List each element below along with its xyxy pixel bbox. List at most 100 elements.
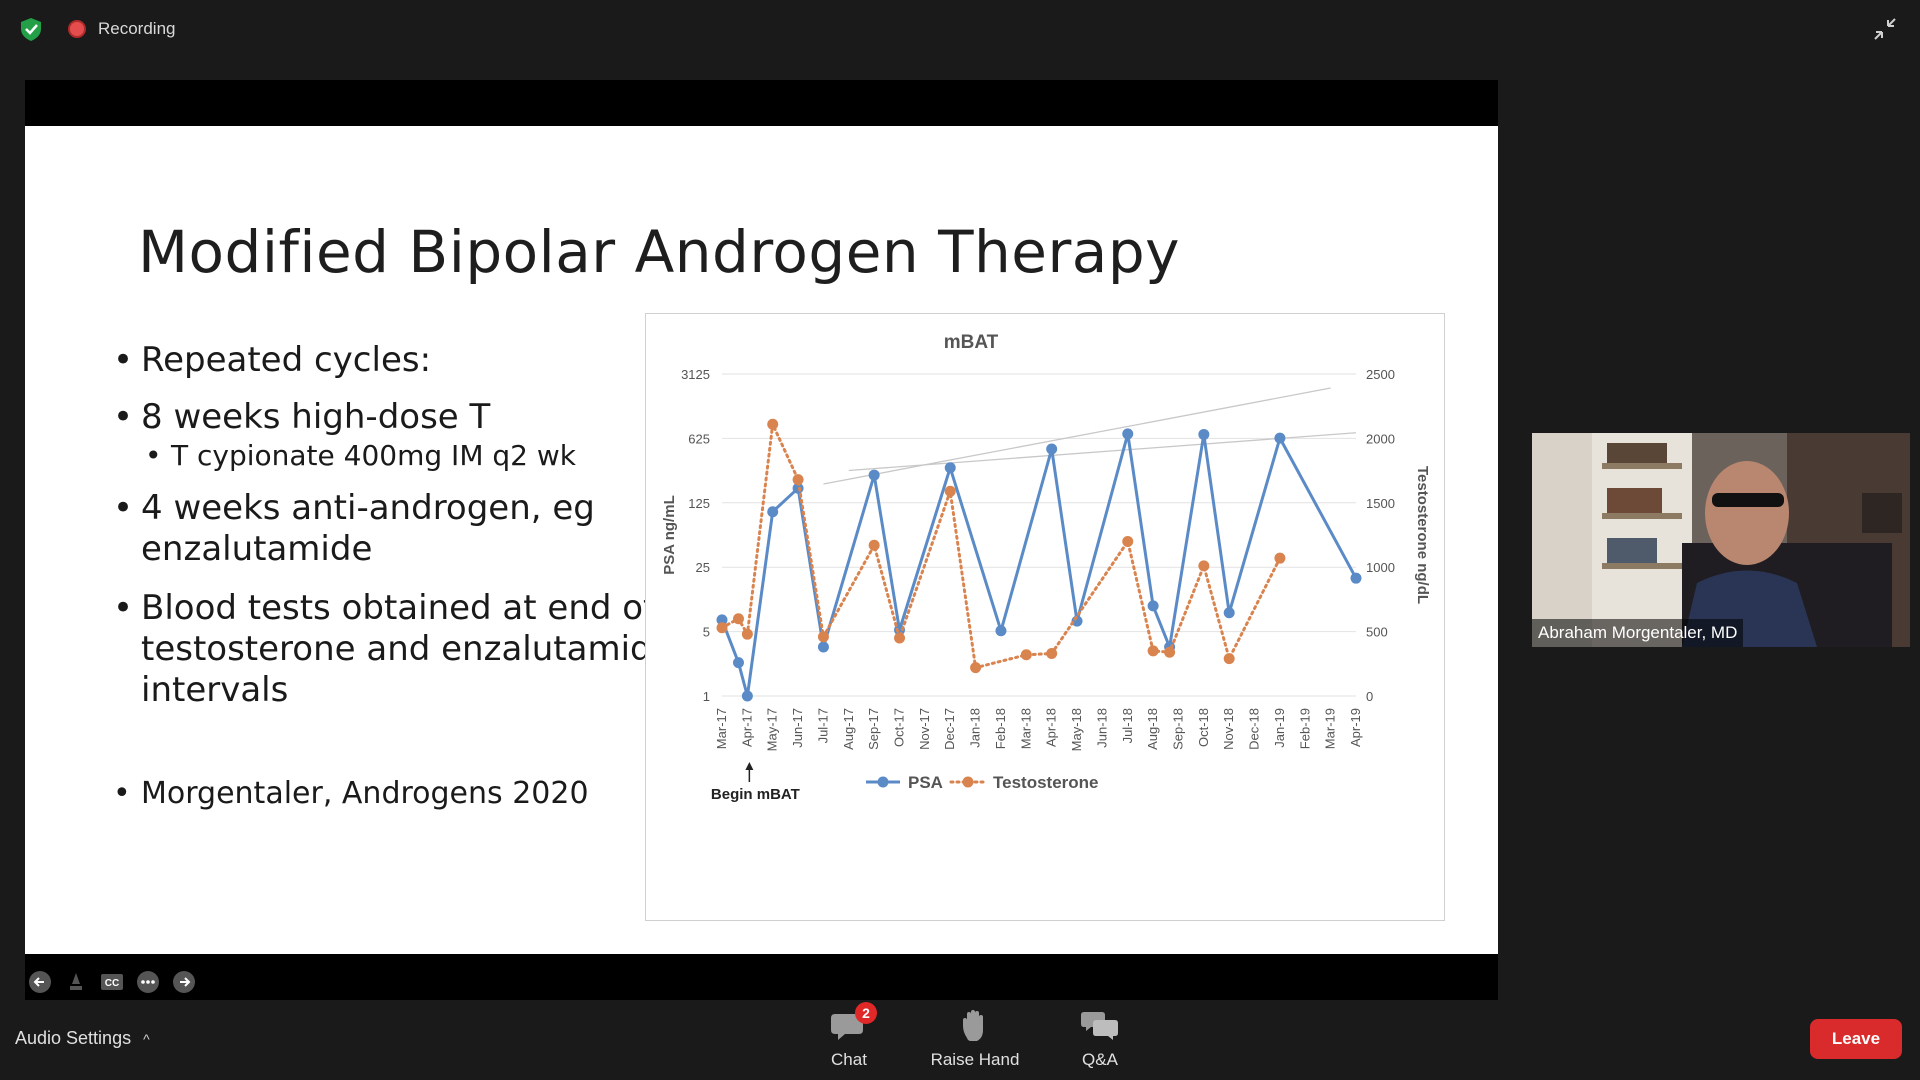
x-tick-label: May-18 — [1069, 708, 1084, 751]
qa-button[interactable]: Q&A — [1050, 1008, 1150, 1078]
y-tick-label: 125 — [688, 496, 710, 511]
bullet-item: 8 weeks high-dose T — [113, 397, 673, 438]
x-tick-label: Feb-19 — [1297, 708, 1312, 749]
data-point-psa — [716, 614, 728, 626]
x-tick-label: Mar-19 — [1323, 708, 1338, 749]
data-point-psa — [1274, 432, 1286, 444]
x-tick-label: Oct-18 — [1196, 708, 1211, 747]
trendline — [823, 387, 1331, 485]
y2-tick-label: 2000 — [1366, 431, 1395, 446]
data-point-psa — [767, 506, 779, 518]
y2-tick-label: 0 — [1366, 689, 1373, 704]
x-tick-label: Nov-17 — [917, 708, 932, 750]
begin-mbat-annotation: Begin mBAT — [711, 786, 800, 803]
x-tick-label: Mar-17 — [714, 708, 729, 749]
data-point-psa — [1198, 428, 1210, 440]
chart-title: mBAT — [944, 332, 999, 353]
x-tick-label: Mar-18 — [1018, 708, 1033, 749]
y2-axis-title: Testosterone ng/dL — [1414, 466, 1431, 604]
x-tick-label: Feb-18 — [993, 708, 1008, 749]
more-options-icon[interactable] — [136, 970, 160, 994]
y2-tick-label: 1500 — [1366, 496, 1395, 511]
legend-marker-psa — [877, 776, 889, 788]
x-tick-label: Jan-18 — [968, 708, 983, 748]
x-tick-label: May-17 — [765, 708, 780, 751]
top-bar: Recording — [0, 0, 1920, 60]
data-point-testosterone — [792, 474, 804, 486]
x-tick-label: Sep-17 — [866, 708, 881, 750]
trendline — [848, 432, 1357, 472]
data-point-testosterone — [944, 485, 956, 497]
x-tick-label: Apr-19 — [1348, 708, 1363, 747]
captions-icon[interactable]: CC — [100, 970, 124, 994]
data-point-testosterone — [1223, 653, 1235, 665]
bullet-item: 4 weeks anti-androgen, eg enzalutamide — [113, 488, 673, 570]
data-point-testosterone — [741, 628, 753, 640]
bullet-list: Repeated cycles: 8 weeks high-dose T T c… — [113, 340, 673, 814]
data-point-psa — [817, 641, 829, 653]
x-tick-label: Jan-19 — [1272, 708, 1287, 748]
x-tick-label: Sep-18 — [1170, 708, 1185, 750]
y2-tick-label: 2500 — [1366, 367, 1395, 382]
y-axis-title: PSA ng/mL — [661, 495, 678, 574]
data-point-psa — [868, 469, 880, 481]
leave-button[interactable]: Leave — [1810, 1019, 1902, 1059]
data-point-testosterone — [1046, 647, 1058, 659]
presentation-slide: Modified Bipolar Androgen Therapy Repeat… — [25, 126, 1498, 993]
participant-video[interactable]: Abraham Morgentaler, MD — [1532, 433, 1910, 647]
x-tick-label: Aug-17 — [841, 708, 856, 750]
data-point-testosterone — [1147, 645, 1159, 657]
recording-indicator-icon — [68, 20, 86, 38]
y-tick-label: 5 — [703, 625, 710, 640]
sub-bullet-item: T cypionate 400mg IM q2 wk — [113, 438, 673, 474]
x-tick-label: Jul-17 — [815, 708, 830, 743]
x-tick-label: Dec-18 — [1247, 708, 1262, 750]
raise-hand-icon — [963, 1010, 983, 1041]
data-point-psa — [944, 462, 956, 474]
raise-hand-label: Raise Hand — [930, 1050, 1020, 1069]
pointer-icon[interactable] — [64, 970, 88, 994]
bullet-item: Repeated cycles: — [113, 340, 673, 381]
series-line-psa — [720, 433, 1358, 697]
y2-tick-label: 1000 — [1366, 560, 1395, 575]
data-point-testosterone — [716, 622, 728, 634]
data-point-testosterone — [1198, 560, 1210, 572]
audio-settings-button[interactable]: Audio Settings ^ — [15, 1028, 150, 1049]
legend-marker-testosterone — [962, 776, 974, 788]
mbat-chart: mBAT 1 5 25 125 625 3125 0 500 1000 1500 2000 2500 PS… — [645, 313, 1445, 921]
data-point-testosterone — [1274, 552, 1286, 564]
data-point-testosterone — [767, 418, 779, 430]
data-point-testosterone — [817, 631, 829, 643]
bullet-item: Blood tests obtained at end of testoster… — [113, 588, 673, 711]
participant-name: Abraham Morgentaler, MD — [1532, 619, 1744, 647]
exit-fullscreen-icon[interactable] — [1872, 16, 1898, 42]
data-point-psa — [1147, 600, 1159, 612]
x-tick-label: Dec-17 — [942, 708, 957, 750]
chat-button[interactable]: 2 Chat — [799, 1002, 899, 1078]
y-tick-label: 3125 — [681, 367, 710, 382]
security-shield-icon[interactable] — [18, 16, 44, 42]
data-point-testosterone — [970, 662, 982, 674]
legend-label-psa: PSA — [908, 773, 943, 792]
x-tick-label: Jun-17 — [790, 708, 805, 748]
chart-canvas: mBAT 1 5 25 125 625 3125 0 500 1000 1500 2000 2500 PS… — [661, 332, 1431, 803]
x-tick-label: Jun-18 — [1094, 708, 1109, 748]
audio-settings-label: Audio Settings — [15, 1028, 132, 1048]
raise-hand-button[interactable]: Raise Hand — [925, 1008, 1025, 1078]
chat-label: Chat — [831, 1050, 867, 1069]
next-slide-icon[interactable] — [172, 970, 196, 994]
qa-label: Q&A — [1082, 1050, 1118, 1069]
qa-icon — [1081, 1012, 1118, 1040]
previous-slide-icon[interactable] — [28, 970, 52, 994]
data-point-psa — [1350, 572, 1362, 584]
data-point-psa — [741, 690, 753, 702]
y2-tick-label: 500 — [1366, 625, 1388, 640]
data-point-testosterone — [1164, 646, 1176, 658]
chevron-up-icon: ^ — [143, 1030, 150, 1047]
x-tick-label: Oct-17 — [892, 708, 907, 747]
citation-item: Morgentaler, Androgens 2020 — [113, 773, 673, 814]
data-point-psa — [1223, 607, 1235, 619]
legend-label-testosterone: Testosterone — [993, 773, 1099, 792]
data-point-testosterone — [894, 632, 906, 644]
participant-video-feed — [1532, 433, 1910, 647]
